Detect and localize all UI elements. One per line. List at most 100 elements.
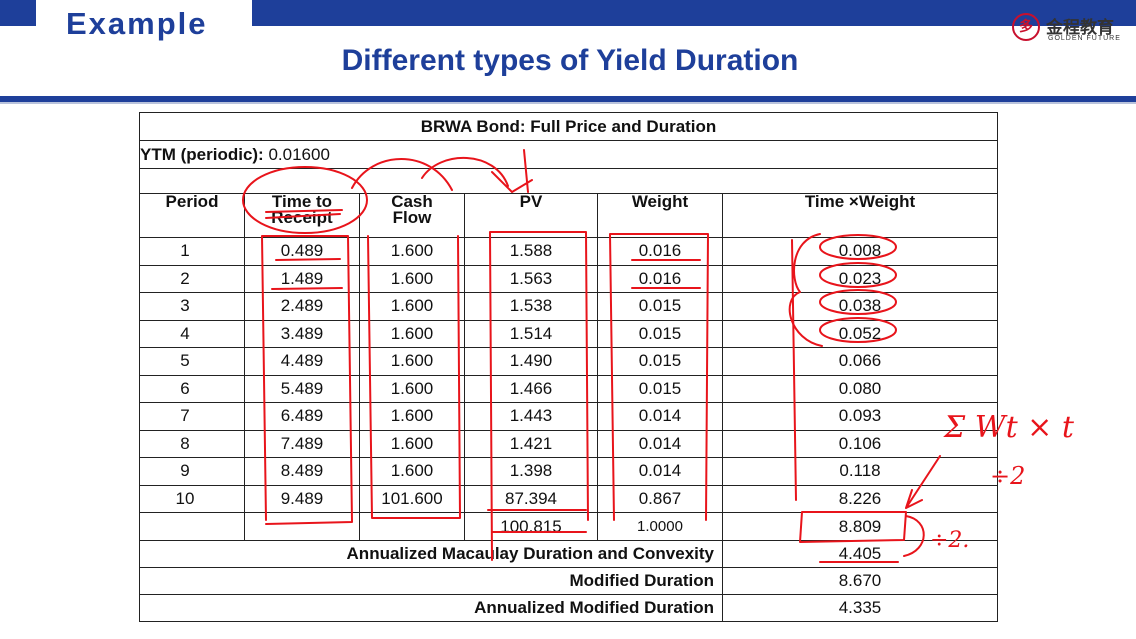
cell-pv: 1.466 [464,374,598,403]
cell-time: 0.489 [244,237,360,266]
header-cash-line2: Flow [392,208,432,227]
summary-label-annualized-modified: Annualized Modified Duration [139,594,723,622]
ytm-value: 0.01600 [268,144,330,164]
cell-period: 7 [139,402,245,431]
cell-period: 8 [139,429,245,458]
cell-period: 1 [139,237,245,266]
cell-pv: 1.443 [464,402,598,431]
table-row: 5 4.489 1.600 1.490 0.015 0.066 [139,347,998,376]
summary-label-modified: Modified Duration [139,567,723,595]
summary-row: Modified Duration 8.670 [139,567,998,595]
summary-row: Annualized Macaulay Duration and Convexi… [139,540,998,568]
cell-time-weight: 0.008 [722,237,998,266]
cell-pv: 1.588 [464,237,598,266]
cell-time: 7.489 [244,429,360,458]
cell-pv: 1.421 [464,429,598,458]
table-row: 2 1.489 1.600 1.563 0.016 0.023 [139,264,998,293]
table-title: BRWA Bond: Full Price and Duration [139,112,998,141]
cell-weight: 0.015 [597,374,723,403]
spacer-row [139,168,998,194]
cell-cash-flow: 1.600 [359,402,465,431]
cell-period: 3 [139,292,245,321]
cell-time: 4.489 [244,347,360,376]
cell-weight: 0.014 [597,402,723,431]
cell-time: 3.489 [244,319,360,348]
cell-time: 6.489 [244,402,360,431]
summary-value-modified: 8.670 [722,567,998,595]
cell-time: 8.489 [244,457,360,486]
title-divider-shadow [0,102,1136,104]
cell-time-weight: 0.038 [722,292,998,321]
header-time-to-receipt: Time to Receipt [244,193,360,238]
cell-period: 5 [139,347,245,376]
cell-time-weight: 0.106 [722,429,998,458]
header-pv: PV [464,193,598,238]
header-row: Period Time to Receipt Cash Flow PV Weight… [139,193,998,238]
cell-time-weight: 0.080 [722,374,998,403]
bond-duration-table: BRWA Bond: Full Price and Duration YTM (… [139,112,998,622]
company-logo: 多 金程教育 GOLDEN FUTURE [1012,13,1132,47]
ytm-label: YTM (periodic): [140,144,264,164]
total-weight: 1.0000 [597,512,723,541]
cell-weight: 0.867 [597,484,723,513]
cell-weight: 0.015 [597,319,723,348]
cell-weight: 0.015 [597,347,723,376]
logo-mark-icon: 多 [1012,13,1040,41]
cell-pv: 1.490 [464,347,598,376]
header-period: Period [139,193,245,238]
cell-time-weight: 0.118 [722,457,998,486]
slide-title-text: Different types of Yield Duration [341,44,799,77]
cell-cash-flow: 1.600 [359,347,465,376]
cell-cash-flow: 1.600 [359,237,465,266]
header-weight: Weight [597,193,723,238]
totals-empty-time [244,512,360,541]
header-bar-left [0,0,36,26]
header-cash-line1: Cash [391,193,433,211]
totals-empty-cash [359,512,465,541]
cell-time-weight: 0.023 [722,264,998,293]
table-row: 4 3.489 1.600 1.514 0.015 0.052 [139,319,998,348]
cell-weight: 0.014 [597,457,723,486]
ytm-row: YTM (periodic): 0.01600 [139,140,998,169]
cell-cash-flow: 101.600 [359,484,465,513]
section-label: Example [66,6,208,41]
header-cash-flow: Cash Flow [359,193,465,238]
divide-note-1: ÷2 [990,462,1026,490]
cell-period: 4 [139,319,245,348]
cell-cash-flow: 1.600 [359,457,465,486]
cell-pv: 87.394 [464,484,598,513]
cell-pv: 1.538 [464,292,598,321]
cell-weight: 0.016 [597,264,723,293]
summary-value-macaulay: 4.405 [722,540,998,568]
summary-value-annualized-modified: 4.335 [722,594,998,622]
header-time-line2: Receipt [271,208,333,227]
cell-time-weight: 8.226 [722,484,998,513]
cell-time: 9.489 [244,484,360,513]
cell-time-weight: 0.052 [722,319,998,348]
table-row: 7 6.489 1.600 1.443 0.014 0.093 [139,402,998,431]
cell-pv: 1.398 [464,457,598,486]
summary-row: Annualized Modified Duration 4.335 [139,594,998,622]
cell-period: 2 [139,264,245,293]
cell-cash-flow: 1.600 [359,374,465,403]
table-row: 9 8.489 1.600 1.398 0.014 0.118 [139,457,998,486]
slide-title: Different types of Yield Duration [0,44,1136,78]
table-row: 10 9.489 101.600 87.394 0.867 8.226 [139,484,998,513]
cell-cash-flow: 1.600 [359,264,465,293]
cell-cash-flow: 1.600 [359,292,465,321]
cell-pv: 1.563 [464,264,598,293]
table-row: 3 2.489 1.600 1.538 0.015 0.038 [139,292,998,321]
header-bar-right [252,0,1136,26]
totals-row: 100.815 1.0000 8.809 [139,512,998,541]
total-pv: 100.815 [464,512,598,541]
cell-time-weight: 0.066 [722,347,998,376]
totals-empty-period [139,512,245,541]
logo-chinese-name: 金程教育 [1046,18,1114,37]
cell-time: 1.489 [244,264,360,293]
cell-period: 10 [139,484,245,513]
cell-weight: 0.014 [597,429,723,458]
header-time-weight: Time ×Weight [722,193,998,238]
cell-cash-flow: 1.600 [359,429,465,458]
cell-weight: 0.016 [597,237,723,266]
table-row: 6 5.489 1.600 1.466 0.015 0.080 [139,374,998,403]
